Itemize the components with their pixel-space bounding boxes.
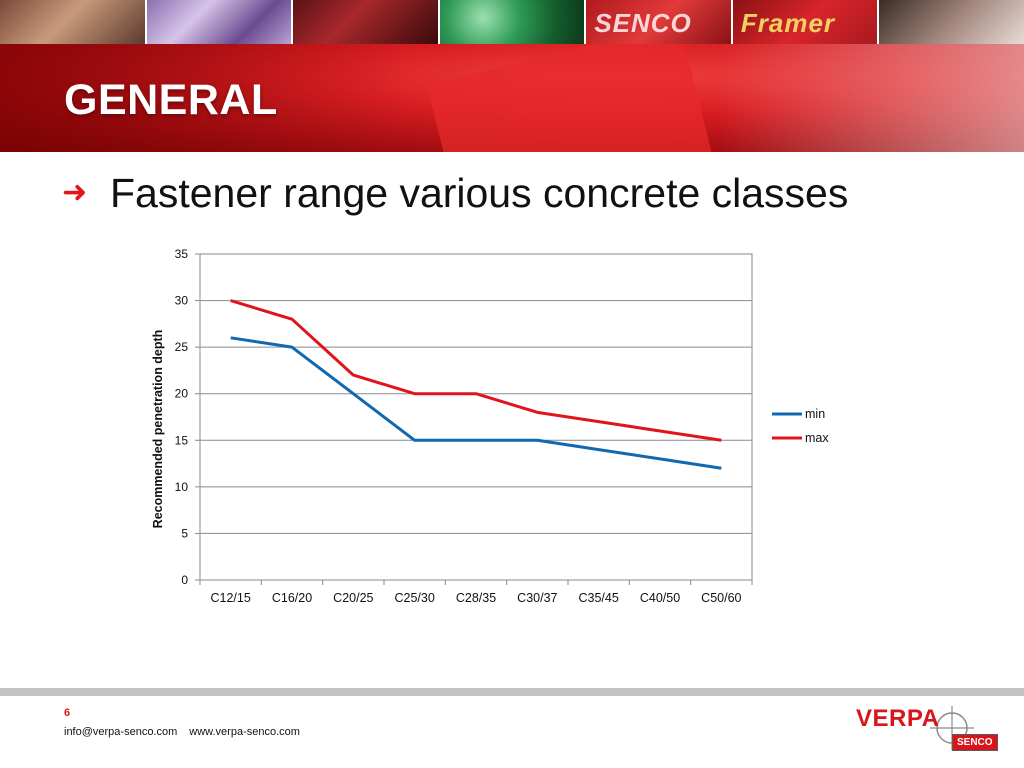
title-banner — [0, 44, 1024, 152]
footer-website-link[interactable]: www.verpa-senco.com — [189, 726, 300, 738]
page-number: 6 — [64, 707, 71, 719]
chart-series — [230, 299, 722, 470]
header-photo-tile — [146, 0, 294, 44]
chart-legend: min max — [772, 407, 829, 445]
legend-label-min: min — [805, 407, 825, 421]
y-tick-label: 25 — [175, 340, 189, 354]
x-tick-label: C16/20 — [272, 591, 312, 605]
header-photo-tile — [879, 0, 1024, 44]
header-photo-tile — [439, 0, 587, 44]
header-photo-tile — [0, 0, 147, 44]
x-tick-label: C30/37 — [517, 591, 557, 605]
arrow-right-icon: ➜ — [62, 176, 88, 209]
footer-email-link[interactable]: info@verpa-senco.com — [64, 726, 178, 738]
y-tick-label: 5 — [181, 526, 188, 540]
y-axis-label: Recommended penetration depth — [151, 330, 165, 529]
x-tick-label: C50/60 — [701, 591, 741, 605]
y-tick-label: 15 — [175, 433, 189, 447]
y-tick-label: 35 — [175, 247, 189, 261]
logo-badge: SENCO — [952, 734, 998, 751]
series-line-max — [230, 299, 722, 442]
header-photo-tile: SENCO — [586, 0, 733, 44]
chart-gridlines — [200, 253, 752, 581]
header-tile-text: Framer — [740, 8, 836, 38]
header-image-strip: SENCO Framer — [0, 0, 1024, 44]
bullet-heading: ➜ Fastener range various concrete classe… — [62, 168, 848, 218]
x-tick-label: C12/15 — [211, 591, 251, 605]
x-tick-label: C25/30 — [395, 591, 435, 605]
footer-divider — [0, 688, 1024, 696]
series-line-min — [230, 336, 722, 470]
x-tick-label: C28/35 — [456, 591, 496, 605]
page-title: GENERAL — [64, 76, 278, 124]
footer-contact: info@verpa-senco.com www.verpa-senco.com — [64, 726, 300, 738]
plot-area-frame — [199, 253, 753, 581]
x-tick-label: C20/25 — [333, 591, 373, 605]
bullet-heading-text: Fastener range various concrete classes — [110, 169, 849, 216]
y-tick-label: 20 — [175, 387, 189, 401]
y-tick-label: 30 — [175, 294, 189, 308]
banner-shading — [0, 44, 1024, 152]
x-tick-label: C40/50 — [640, 591, 680, 605]
legend-label-max: max — [805, 431, 829, 445]
y-tick-label: 10 — [175, 480, 189, 494]
logo-wordmark: VERPA — [856, 705, 940, 732]
verpa-senco-logo: VERPA SENCO — [856, 702, 998, 756]
y-tick-label: 0 — [181, 573, 188, 587]
y-axis-ticks: 0 5 10 15 20 25 30 35 — [175, 247, 200, 587]
header-tile-text: SENCO — [594, 8, 692, 38]
x-axis-ticks: C12/15 C16/20 C20/25 C25/30 C28/35 C30/37 C35/… — [199, 580, 753, 605]
header-photo-tile: Framer — [732, 0, 880, 44]
x-tick-label: C35/45 — [579, 591, 619, 605]
header-photo-tile — [293, 0, 440, 44]
